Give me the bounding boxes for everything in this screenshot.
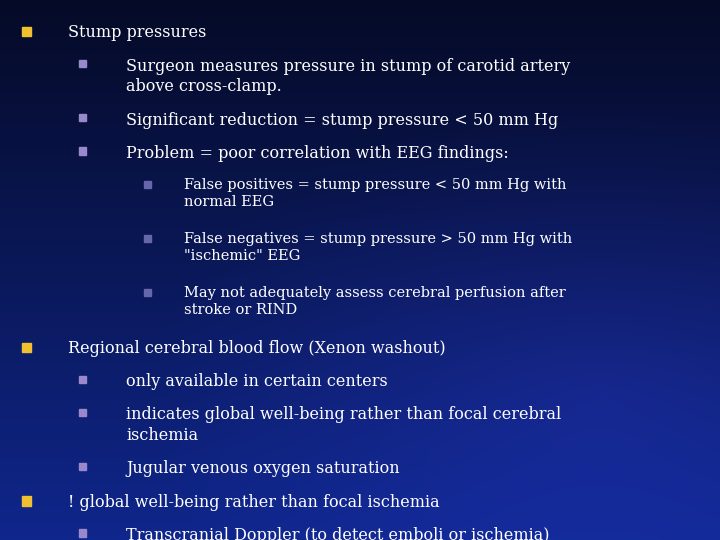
FancyBboxPatch shape [22,496,31,505]
FancyBboxPatch shape [144,234,151,242]
FancyBboxPatch shape [79,114,86,122]
Text: Stump pressures: Stump pressures [68,24,207,41]
FancyBboxPatch shape [144,288,151,296]
Text: ! global well-being rather than focal ischemia: ! global well-being rather than focal is… [68,494,440,510]
Text: indicates global well-being rather than focal cerebral
ischemia: indicates global well-being rather than … [126,406,562,443]
Text: Regional cerebral blood flow (Xenon washout): Regional cerebral blood flow (Xenon wash… [68,340,446,357]
Text: Problem = poor correlation with EEG findings:: Problem = poor correlation with EEG find… [126,145,509,161]
Text: Significant reduction = stump pressure < 50 mm Hg: Significant reduction = stump pressure <… [126,111,558,129]
Text: False positives = stump pressure < 50 mm Hg with
normal EEG: False positives = stump pressure < 50 mm… [184,178,566,208]
FancyBboxPatch shape [79,529,86,537]
FancyBboxPatch shape [79,376,86,383]
Text: May not adequately assess cerebral perfusion after
stroke or RIND: May not adequately assess cerebral perfu… [184,286,565,316]
Text: False negatives = stump pressure > 50 mm Hg with
"ischemic" EEG: False negatives = stump pressure > 50 mm… [184,232,572,262]
FancyBboxPatch shape [79,147,86,154]
Text: Jugular venous oxygen saturation: Jugular venous oxygen saturation [126,460,400,477]
FancyBboxPatch shape [22,27,31,36]
FancyBboxPatch shape [79,60,86,68]
FancyBboxPatch shape [79,463,86,470]
Text: only available in certain centers: only available in certain centers [126,373,388,390]
Text: Surgeon measures pressure in stump of carotid artery
above cross-clamp.: Surgeon measures pressure in stump of ca… [126,58,570,94]
FancyBboxPatch shape [144,180,151,188]
Text: Transcranial Doppler (to detect emboli or ischemia): Transcranial Doppler (to detect emboli o… [126,526,549,540]
FancyBboxPatch shape [79,409,86,416]
FancyBboxPatch shape [22,342,31,352]
